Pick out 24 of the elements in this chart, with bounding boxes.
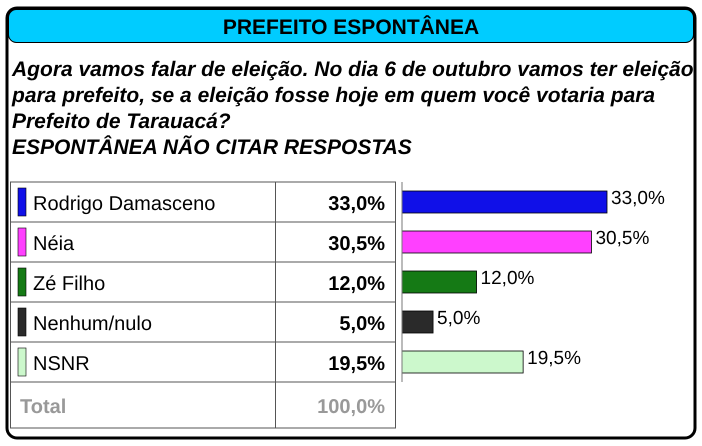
data-label: 19,5% <box>328 353 386 375</box>
text: 5,0% <box>437 308 480 329</box>
chart-title: PREFEITO ESPONTÂNEA <box>222 15 480 39</box>
chart-subtitle: Agora vamos falar de eleição. No dia 6 de outubro vamos ter eleição para prefeito, se a eleição fosse hoje em quem você votaria para Prefeito de Tarauacá? ESPONTÂNEA NÃO CITAR RESPOSTAS <box>11 58 694 159</box>
text: 30,5% <box>595 228 650 249</box>
bar <box>402 230 592 254</box>
text: 19,5% <box>527 348 582 369</box>
y-tick-label: Rodrigo Damasceno <box>33 193 216 215</box>
bar <box>402 350 524 374</box>
bar <box>402 270 477 294</box>
bar <box>402 310 434 334</box>
data-label: 33,0% <box>328 193 386 215</box>
data-label: 30,5% <box>328 233 386 255</box>
text: Total <box>20 396 66 418</box>
y-tick-label: Nenhum/nulo <box>33 313 152 335</box>
text: 100,0% <box>317 396 386 418</box>
data-label: 5,0% <box>339 313 386 335</box>
y-tick-label: Zé Filho <box>33 273 106 295</box>
text: 12,0% <box>480 268 534 289</box>
text: 33,0% <box>611 188 665 209</box>
data-label: 12,0% <box>328 273 386 295</box>
y-tick-label: Néia <box>33 233 76 255</box>
y-tick-label: NSNR <box>33 353 90 375</box>
bar <box>402 190 608 214</box>
